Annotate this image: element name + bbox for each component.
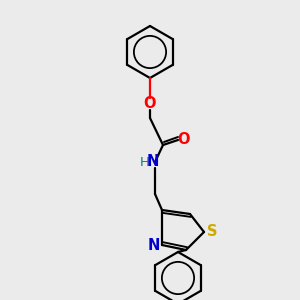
Text: S: S (207, 224, 217, 239)
Text: O: O (178, 133, 190, 148)
Text: N: N (147, 154, 159, 169)
Text: O: O (144, 97, 156, 112)
Text: H: H (140, 155, 150, 169)
Text: N: N (148, 238, 160, 253)
